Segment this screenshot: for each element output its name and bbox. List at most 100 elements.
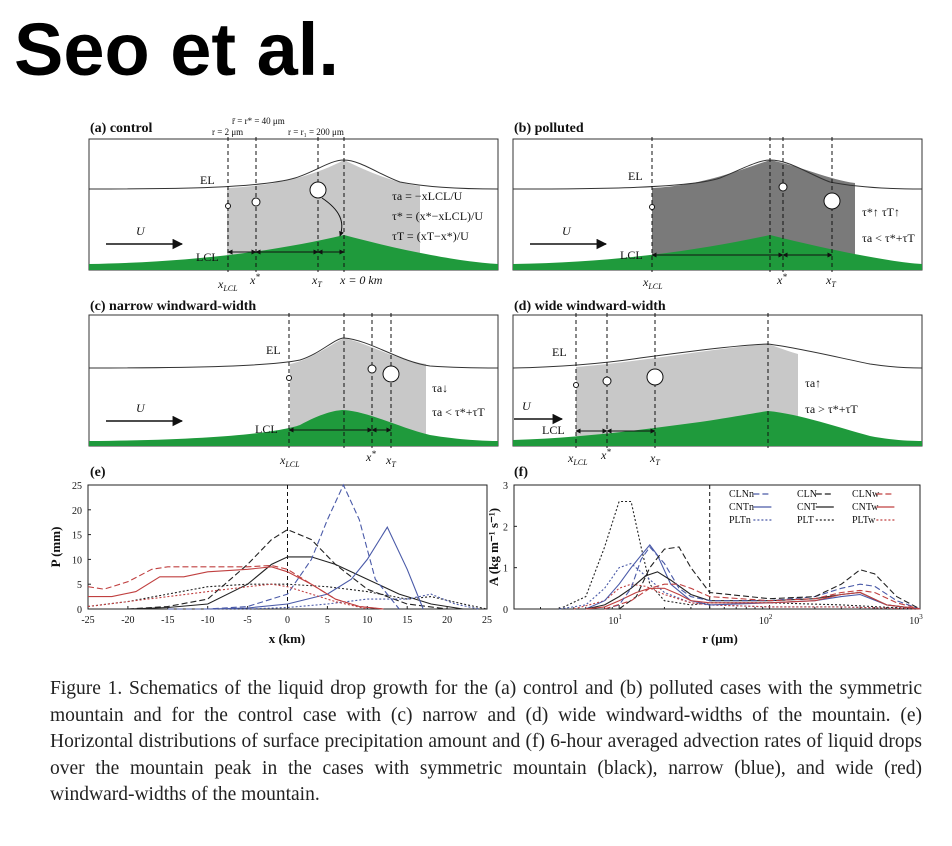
wind-label: U: [136, 401, 146, 415]
chart-f-legend: CLNn CLN CLNw CNTn CNT CNTw PLTn PLT PLTw: [729, 489, 895, 526]
el-curve: [512, 159, 923, 190]
series-line-5: [207, 593, 480, 610]
drop-small: [286, 375, 292, 381]
note-1: τ*↑ τT↑: [862, 205, 900, 219]
x-tick-label: -10: [201, 615, 214, 626]
wind-label: U: [136, 224, 146, 238]
drop-medium: [602, 376, 612, 386]
note-1: τa↓: [432, 381, 448, 395]
y-tick-label: 0: [503, 605, 508, 616]
x-tick-label: 15: [402, 615, 412, 626]
x-tick-label: 20: [442, 615, 452, 626]
chart-f-xlabel: r (μm): [702, 631, 738, 646]
series-line-3: [585, 544, 921, 610]
el-curve: [512, 343, 923, 369]
note-r-bar: r̄ = r* = 40 μm: [232, 116, 285, 126]
panel-d: (d) wide windward-width EL LCL U τa↑ τa …: [512, 299, 923, 467]
eq-tau-t: τT = (xT−x*)/U: [392, 229, 469, 243]
series-line-8: [87, 583, 368, 610]
series-line-1: [127, 556, 464, 610]
y-tick-label: 0: [77, 605, 82, 616]
note-r-200: r = r₁ = 200 μm: [288, 127, 344, 137]
drop-medium: [251, 197, 261, 207]
note-2: τa < τ*+τT: [432, 405, 485, 419]
tick-x-lcl: xLCL: [279, 453, 300, 469]
tick-x-lcl: xLCL: [567, 451, 588, 467]
chart-f-frame: [513, 484, 921, 610]
legend-label: CLN: [797, 489, 817, 500]
cloud-region: [652, 160, 855, 270]
figure-caption: Figure 1. Schematics of the liquid drop …: [50, 678, 922, 805]
y-tick-label: 5: [77, 580, 82, 591]
series-line-2: [573, 583, 921, 610]
lcl-label: LCL: [196, 250, 219, 264]
el-curve: [88, 159, 499, 190]
tick-x-t: xT: [649, 451, 660, 467]
x-tick-label: -5: [243, 615, 251, 626]
series-line-3: [167, 483, 400, 610]
wind-label: U: [522, 399, 532, 413]
tick-x-t: xT: [825, 273, 836, 289]
y-tick-label: 1: [503, 564, 508, 575]
tick-x-star: x*: [776, 272, 787, 287]
panel-b: (b) polluted EL LCL U τ*↑ τT↑ τa < τ*+τT…: [512, 121, 923, 291]
page-title: Seo et al.: [14, 8, 339, 91]
panel-d-label: (d) wide windward-width: [514, 299, 666, 314]
y-tick-label: 2: [503, 522, 508, 533]
series-line-2: [87, 583, 488, 610]
tick-x-t: xT: [311, 273, 322, 289]
x-tick-label: 102: [759, 613, 773, 627]
drop-large: [309, 181, 327, 199]
tick-x-star: x*: [365, 449, 376, 464]
chart-e: (e) x (km) P (mm) -25 -20 -15 -10 -5 0 5 10 15 20…: [48, 465, 492, 646]
wind-label: U: [562, 224, 572, 238]
x-tick-label: 103: [909, 613, 923, 627]
el-label: EL: [200, 173, 215, 187]
x-tick-label: -15: [161, 615, 174, 626]
x-tick-label: 101: [608, 613, 622, 627]
series-line-7: [88, 566, 384, 610]
x-tick-label: 25: [482, 615, 492, 626]
y-tick-label: 10: [72, 555, 82, 566]
eq-tau-star: τ* = (x*−xLCL)/U: [392, 209, 483, 223]
panel-a-label: (a) control: [90, 121, 152, 136]
panel-a: (a) control r̄ = r* = 40 μm r = 2 μm r =…: [88, 116, 499, 293]
legend-label: PLT: [797, 515, 814, 526]
x-tick-label: 0: [285, 615, 290, 626]
y-tick-label: 3: [503, 481, 508, 492]
drop-large: [646, 368, 664, 386]
series-line-5: [585, 587, 921, 610]
mountain: [513, 411, 922, 446]
legend-label: PLTw: [852, 515, 876, 526]
y-tick-label: 20: [72, 506, 82, 517]
series-line-4: [207, 526, 424, 610]
el-label: EL: [552, 345, 567, 359]
panel-c-label: (c) narrow windward-width: [90, 299, 256, 314]
tick-x-t: xT: [385, 453, 396, 469]
series-line-1: [559, 562, 921, 610]
tick-x-0: x = 0 km: [339, 273, 383, 287]
tick-x-lcl: xLCL: [642, 275, 663, 291]
drop-small: [573, 382, 579, 388]
series-line-7: [618, 546, 921, 610]
chart-e-label: (e): [90, 465, 106, 480]
x-tick-label: -20: [121, 615, 134, 626]
el-label: EL: [628, 169, 643, 183]
el-label: EL: [266, 343, 281, 357]
drop-large: [382, 365, 400, 383]
drop-large: [823, 192, 841, 210]
tick-x-star: x*: [249, 272, 260, 287]
x-tick-label: 10: [362, 615, 372, 626]
chart-e-xlabel: x (km): [269, 631, 305, 646]
note-2: τa > τ*+τT: [805, 402, 858, 416]
note-r-2: r = 2 μm: [212, 127, 243, 137]
note-2: τa < τ*+τT: [862, 231, 915, 245]
lcl-label: LCL: [255, 422, 278, 436]
drop-medium: [778, 182, 788, 192]
legend-label: CLNn: [729, 489, 754, 500]
chart-f-ylabel: A (kg m⁻¹ s⁻¹): [486, 508, 501, 586]
chart-f-label: (f): [514, 465, 528, 480]
legend-label: PLTn: [729, 515, 751, 526]
note-1: τa↑: [805, 376, 821, 390]
